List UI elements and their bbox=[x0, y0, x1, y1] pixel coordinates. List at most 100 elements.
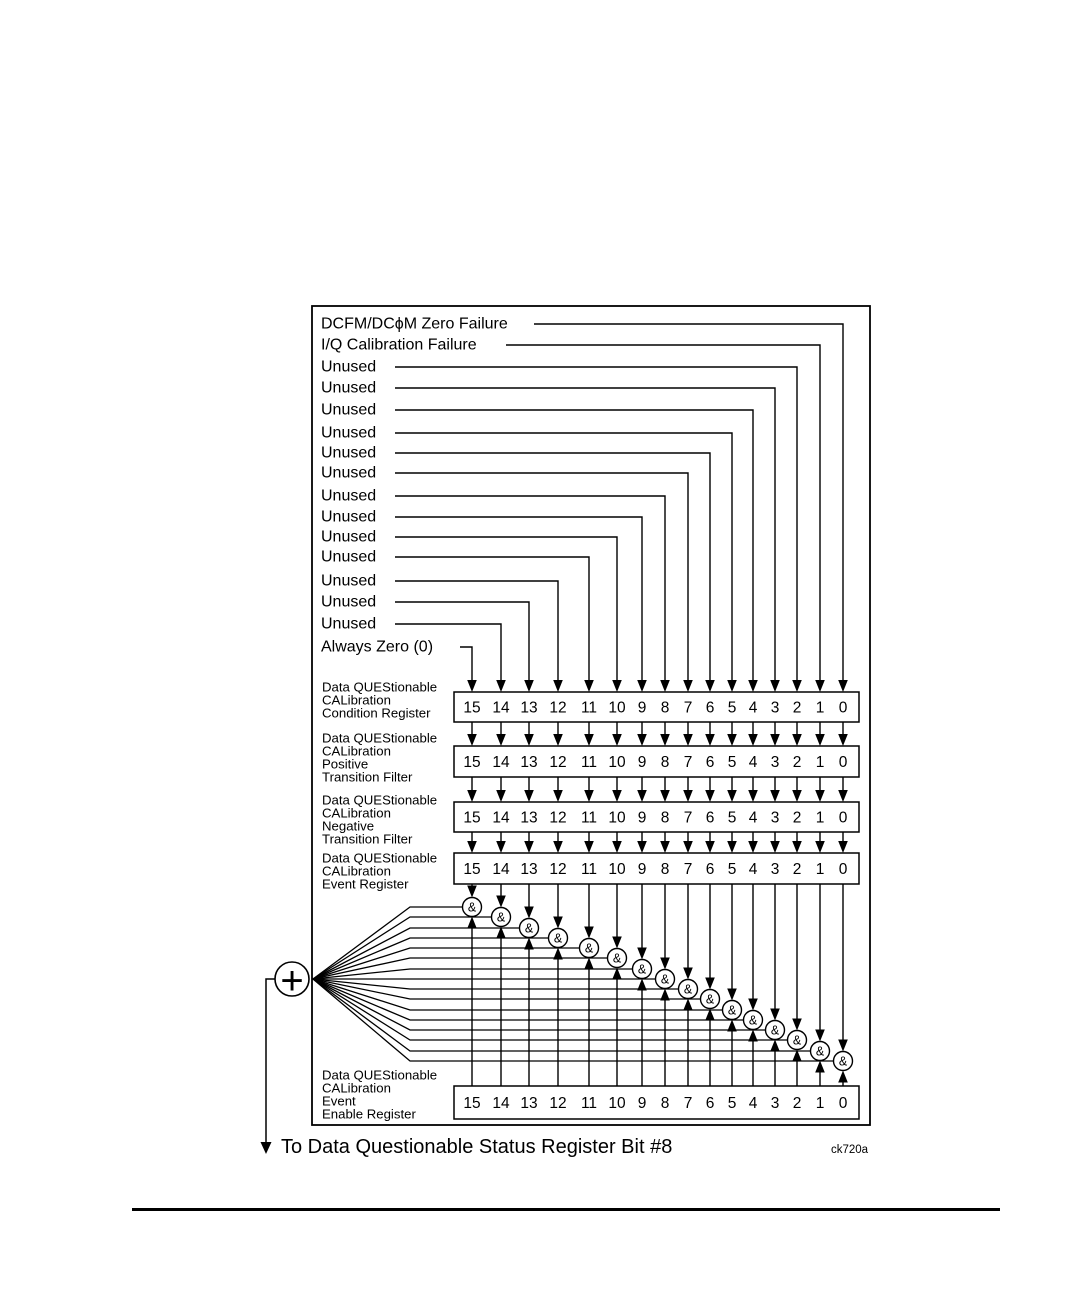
and-gate-bit-7: & bbox=[677, 978, 699, 1000]
input-wire bbox=[395, 432, 733, 681]
input-bit-8: Unused bbox=[321, 488, 670, 692]
bit-9-cell: 9 bbox=[638, 1095, 647, 1112]
register-label-line: Data QUEStionable bbox=[322, 851, 437, 866]
sum-fan-line-bit-2 bbox=[312, 978, 788, 1041]
and-gate-circle bbox=[742, 1009, 764, 1031]
and-gate-circle bbox=[699, 988, 721, 1010]
arrowhead-down-icon bbox=[748, 998, 758, 1011]
arrowhead-down-icon bbox=[705, 680, 715, 692]
and-symbol: & bbox=[661, 973, 670, 987]
bit-6-cell: 6 bbox=[706, 1095, 715, 1112]
and-gate-bit-6: & bbox=[699, 988, 721, 1010]
and-gate-circle bbox=[461, 896, 483, 918]
bit-2-cell: 2 bbox=[793, 754, 802, 771]
bit-8-cell: 8 bbox=[661, 700, 670, 717]
arrowhead-up-icon bbox=[838, 1070, 848, 1083]
arrowhead-down-icon bbox=[553, 734, 563, 746]
bit-7-cell: 7 bbox=[684, 861, 693, 878]
arrowhead-down-icon bbox=[584, 790, 594, 802]
arrowhead-down-icon bbox=[770, 1008, 780, 1021]
bit-11-cell: 11 bbox=[581, 1095, 597, 1112]
register-label-line: Data QUEStionable bbox=[322, 1068, 437, 1083]
and-symbol: & bbox=[585, 942, 594, 956]
input-bit-1: I/Q Calibration Failure bbox=[321, 337, 825, 692]
sum-fan-line-bit-4 bbox=[312, 978, 744, 1021]
bit-7-cell: 7 bbox=[684, 754, 693, 771]
bit-9-cell: 9 bbox=[638, 810, 647, 827]
input-label: Unused bbox=[321, 529, 376, 546]
arrowhead-down-icon bbox=[838, 1039, 848, 1052]
sum-fan-line-bit-1 bbox=[312, 978, 811, 1052]
and-gate-bit-5: & bbox=[721, 999, 743, 1021]
and-gate-circle bbox=[654, 968, 676, 990]
bit-10-cell: 10 bbox=[608, 754, 626, 771]
bit-11-cell: 11 bbox=[581, 861, 597, 878]
bit-6-cell: 6 bbox=[706, 700, 715, 717]
and-gate-bit-3: & bbox=[764, 1019, 786, 1041]
arrowhead-down-icon bbox=[637, 734, 647, 746]
register-label-line: Transition Filter bbox=[322, 770, 413, 785]
input-wire bbox=[395, 472, 689, 681]
bit-1-cell: 1 bbox=[816, 754, 825, 771]
and-symbol: & bbox=[728, 1004, 737, 1018]
arrowhead-up-icon bbox=[770, 1039, 780, 1052]
sum-fan-line-bit-7 bbox=[312, 978, 679, 990]
arrowhead-down-icon bbox=[727, 988, 737, 1001]
bit-0-cell: 0 bbox=[839, 861, 848, 878]
arrowhead-down-icon bbox=[660, 734, 670, 746]
input-label: Unused bbox=[321, 359, 376, 376]
input-wire bbox=[395, 536, 618, 681]
and-gate-circle bbox=[786, 1029, 808, 1051]
bit-12-cell: 12 bbox=[549, 700, 566, 717]
arrowhead-down-icon bbox=[838, 841, 848, 853]
bit-11-cell: 11 bbox=[581, 754, 597, 771]
arrowhead-down-icon bbox=[748, 680, 758, 692]
arrowhead-down-icon bbox=[683, 790, 693, 802]
event-register-box bbox=[453, 852, 860, 885]
register-label-line: CALibration bbox=[322, 806, 391, 821]
arrowhead-down-icon bbox=[496, 790, 506, 802]
bit-8-cell: 8 bbox=[661, 1095, 670, 1112]
and-symbol: & bbox=[684, 983, 693, 997]
sum-fan-line-bit-14 bbox=[312, 916, 492, 980]
arrowhead-down-icon bbox=[748, 790, 758, 802]
sum-fan-line-bit-3 bbox=[312, 978, 766, 1031]
condition-register-box bbox=[453, 691, 860, 723]
bit-10-cell: 10 bbox=[608, 1095, 626, 1112]
arrowhead-down-icon bbox=[467, 734, 477, 746]
input-label: Unused bbox=[321, 445, 376, 462]
arrowhead-down-icon bbox=[770, 680, 780, 692]
bit-10-cell: 10 bbox=[608, 861, 626, 878]
arrowhead-down-icon bbox=[705, 841, 715, 853]
bit-14-cell: 14 bbox=[492, 1095, 510, 1112]
input-bit-13: Unused bbox=[321, 594, 534, 692]
arrowhead-up-icon bbox=[748, 1029, 758, 1042]
and-gate-circle bbox=[606, 947, 628, 969]
input-bit-9: Unused bbox=[321, 509, 647, 692]
and-gate-bit-12: & bbox=[547, 927, 569, 949]
input-label: Unused bbox=[321, 465, 376, 482]
and-gate-circle bbox=[809, 1040, 831, 1062]
sum-fan-line-bit-10 bbox=[312, 957, 608, 980]
arrowhead-down-icon bbox=[683, 734, 693, 746]
arrowhead-down-icon bbox=[748, 841, 758, 853]
and-symbol: & bbox=[525, 922, 534, 936]
arrowhead-down-icon bbox=[524, 790, 534, 802]
bit-5-cell: 5 bbox=[728, 754, 737, 771]
bit-3-cell: 3 bbox=[771, 700, 780, 717]
sum-fan-line-bit-0 bbox=[312, 978, 834, 1062]
and-symbol: & bbox=[793, 1034, 802, 1048]
and-symbol: & bbox=[771, 1024, 780, 1038]
and-symbol: & bbox=[816, 1045, 825, 1059]
arrowhead-down-icon bbox=[637, 680, 647, 692]
input-wire bbox=[395, 452, 711, 681]
register-label-line: CALibration bbox=[322, 864, 391, 879]
input-bit-12: Unused bbox=[321, 573, 563, 692]
arrowhead-up-icon bbox=[815, 1060, 825, 1073]
arrowhead-down-icon bbox=[815, 1029, 825, 1042]
register-label-line: Event bbox=[322, 1094, 356, 1109]
arrowhead-down-icon bbox=[612, 936, 622, 949]
enable-register-box bbox=[453, 1085, 860, 1120]
